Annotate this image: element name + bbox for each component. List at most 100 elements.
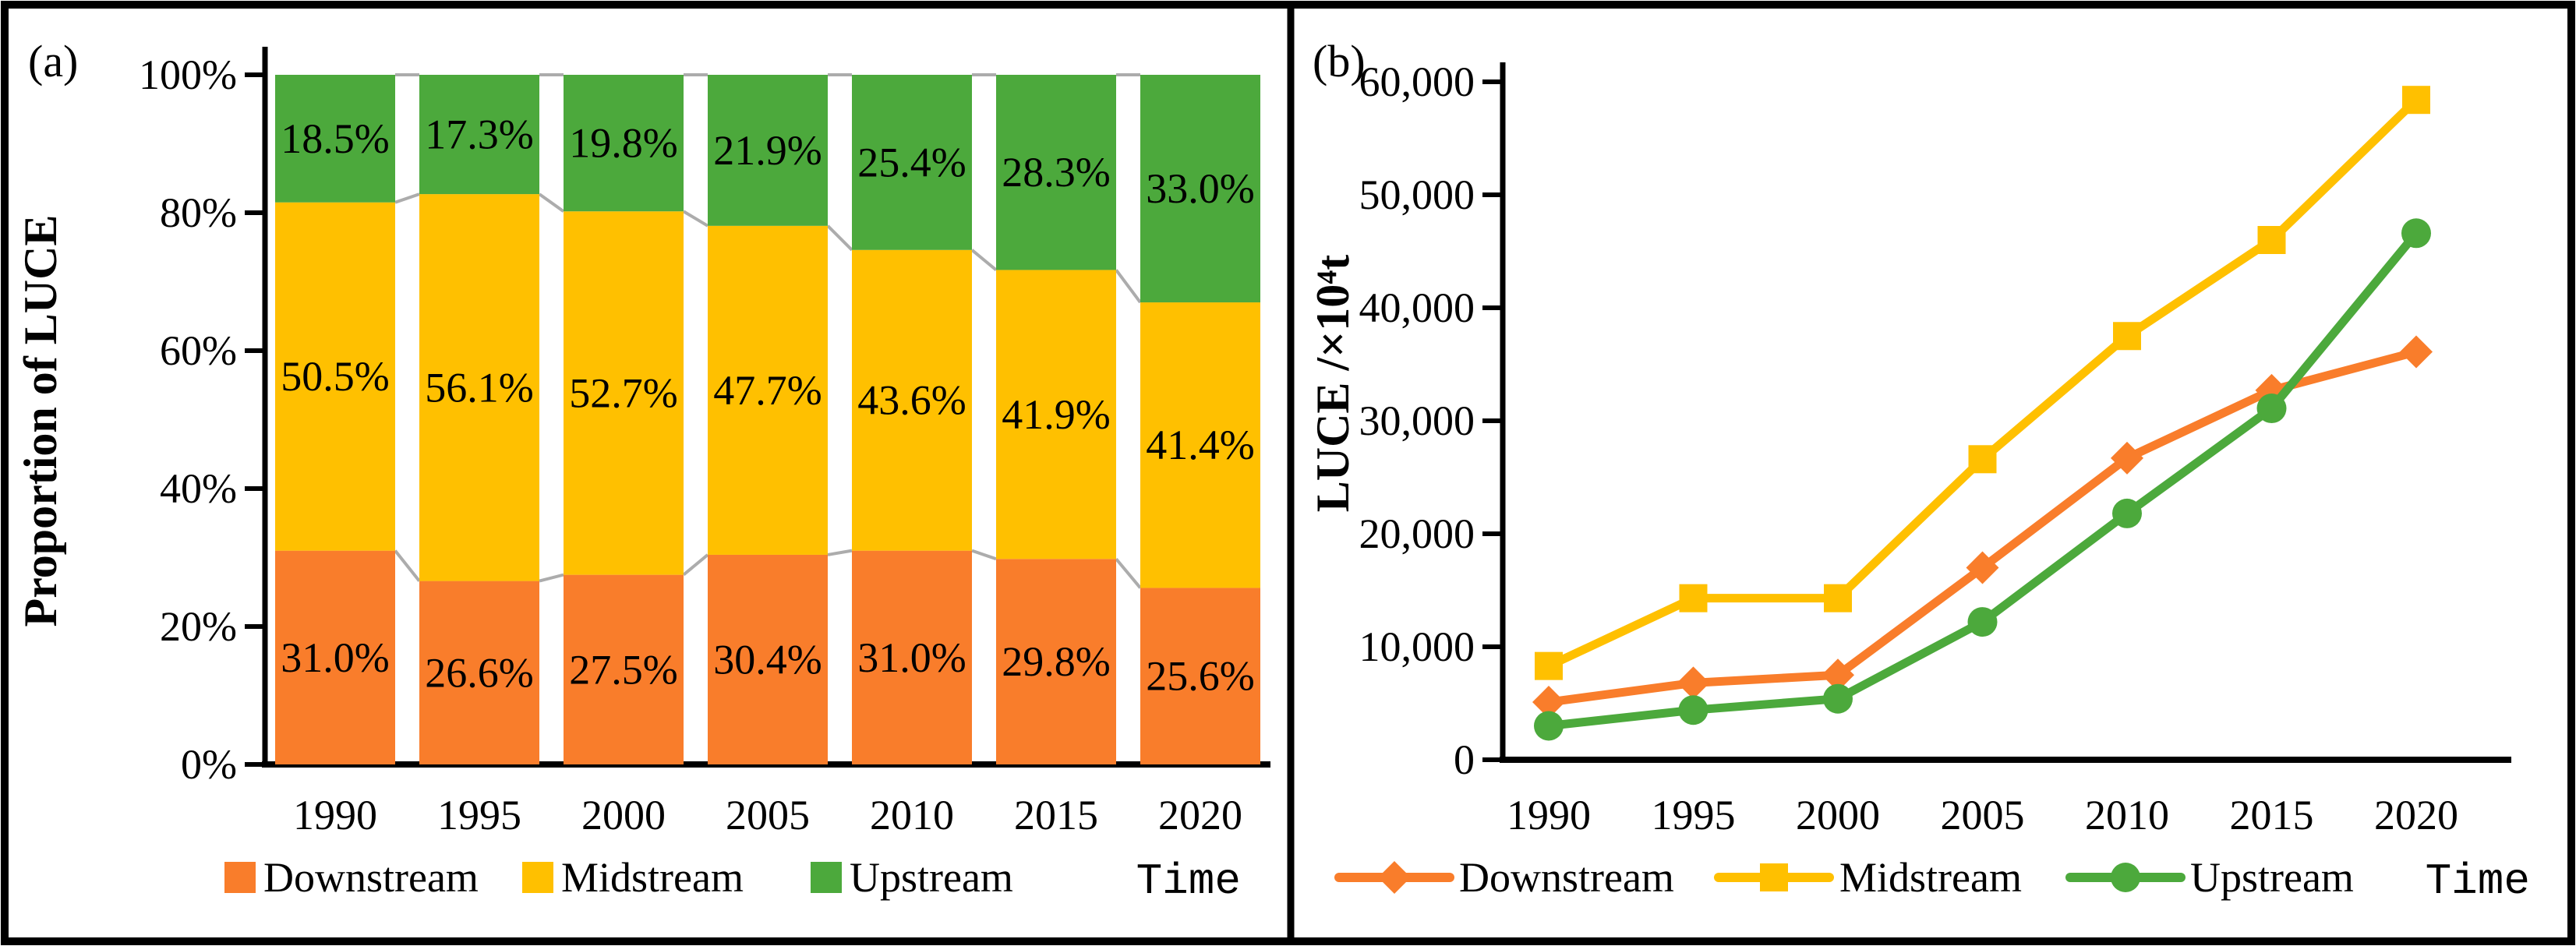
legend-label-midstream: Midstream bbox=[561, 854, 744, 901]
series-connector-line bbox=[539, 573, 564, 583]
x-tick-label: 1990 bbox=[293, 792, 377, 838]
series-connector-line bbox=[971, 549, 997, 561]
legend-swatch-upstream bbox=[811, 862, 842, 893]
y-tick-label: 20% bbox=[160, 603, 237, 650]
x-tick-label: 2010 bbox=[2085, 792, 2169, 838]
x-tick-label: 1995 bbox=[437, 792, 521, 838]
y-tick-label: 20,000 bbox=[1359, 510, 1475, 557]
bar-data-label: 27.5% bbox=[569, 646, 677, 693]
marker-circle-upstream-2010 bbox=[2112, 498, 2142, 528]
bar-segment-upstream-1995 bbox=[419, 75, 539, 195]
bar-segment-downstream-2015 bbox=[996, 559, 1116, 764]
y-tick-label: 50,000 bbox=[1359, 171, 1475, 218]
bar-segment-midstream-2000 bbox=[564, 211, 684, 575]
legend-label-upstream: Upstream bbox=[2190, 854, 2354, 901]
bar-segment-upstream-2015 bbox=[996, 75, 1116, 270]
x-tick-label: 2000 bbox=[1796, 792, 1880, 838]
legend-label-midstream: Midstream bbox=[1839, 854, 2022, 901]
bar-segment-midstream-2005 bbox=[708, 225, 828, 555]
bar-data-label: 18.5% bbox=[281, 115, 389, 162]
bar-segment-downstream-1995 bbox=[419, 581, 539, 764]
series-connector-line bbox=[970, 249, 998, 271]
y-tick-label: 30,000 bbox=[1359, 397, 1475, 444]
marker-diamond-downstream-2005 bbox=[1966, 551, 1999, 584]
marker-circle-upstream-1995 bbox=[1678, 695, 1708, 725]
bar-segment-midstream-1995 bbox=[419, 194, 539, 581]
bar-segment-downstream-2010 bbox=[852, 550, 972, 764]
series-connector-line bbox=[1115, 557, 1142, 589]
x-tick-label: 2020 bbox=[1158, 792, 1242, 838]
panel-a-label: (a) bbox=[28, 36, 78, 86]
series-connector-line bbox=[394, 549, 421, 582]
y-tick-label: 60% bbox=[160, 327, 237, 374]
marker-diamond-downstream-2010 bbox=[2111, 441, 2143, 475]
series-connector-line bbox=[394, 192, 420, 204]
panel-a-y-axis-title: Proportion of LUCE bbox=[15, 215, 66, 627]
series-connector-line bbox=[682, 553, 709, 577]
panel-a-x-axis-title: Time bbox=[1136, 856, 1241, 906]
bar-data-label: 19.8% bbox=[569, 120, 677, 167]
y-tick-label: 10,000 bbox=[1359, 623, 1475, 670]
x-tick-label: 2010 bbox=[870, 792, 954, 838]
y-tick-label: 0 bbox=[1454, 736, 1475, 783]
marker-diamond-downstream-1990 bbox=[1532, 686, 1565, 719]
marker-square-midstream-2010 bbox=[2113, 322, 2141, 351]
x-tick-label: 2020 bbox=[2374, 792, 2458, 838]
series-connector-line bbox=[682, 210, 709, 228]
series-connector-line bbox=[538, 192, 565, 213]
bar-data-label: 29.8% bbox=[1002, 638, 1110, 685]
bar-segment-upstream-2020 bbox=[1140, 75, 1260, 303]
bar-segment-midstream-2015 bbox=[996, 270, 1116, 559]
bar-segment-midstream-2010 bbox=[852, 249, 972, 551]
bar-data-label: 30.4% bbox=[713, 636, 822, 683]
bar-segment-downstream-2005 bbox=[708, 554, 828, 764]
bar-data-label: 21.9% bbox=[713, 127, 822, 174]
panel-b-label: (b) bbox=[1313, 36, 1366, 86]
x-tick-label: 2005 bbox=[1941, 792, 2025, 838]
bar-data-label: 31.0% bbox=[281, 634, 389, 681]
panel-b-y-axis-title: LUCE /×10⁴t bbox=[1307, 255, 1359, 513]
marker-square-midstream-2005 bbox=[1968, 445, 1997, 474]
x-tick-label: 1995 bbox=[1652, 792, 1736, 838]
x-tick-label: 2000 bbox=[581, 792, 666, 838]
panel-b-chart: 0 10,000 20,000 30,000 40,000 50,000 60,000 199… bbox=[1334, 58, 2511, 901]
line-series-upstream bbox=[1544, 228, 2421, 730]
marker-square-midstream-1995 bbox=[1679, 584, 1708, 612]
bar-data-label: 41.9% bbox=[1002, 391, 1110, 438]
legend-label-downstream: Downstream bbox=[1459, 854, 1674, 901]
bar-segment-downstream-2000 bbox=[564, 574, 684, 764]
bar-data-label: 52.7% bbox=[569, 369, 677, 416]
legend-marker-midstream bbox=[1760, 863, 1788, 891]
series-connector-line bbox=[826, 224, 853, 252]
marker-square-midstream-1990 bbox=[1535, 651, 1563, 680]
y-tick-label: 40,000 bbox=[1359, 284, 1475, 331]
bar-data-label: 31.0% bbox=[857, 634, 966, 681]
bar-segment-upstream-1990 bbox=[275, 75, 395, 203]
marker-diamond-downstream-2020 bbox=[2400, 335, 2433, 369]
x-tick-label: 2015 bbox=[1014, 792, 1098, 838]
bar-data-label: 26.6% bbox=[425, 649, 533, 696]
bar-segment-midstream-2020 bbox=[1140, 302, 1260, 588]
bar-segment-downstream-2020 bbox=[1140, 588, 1260, 764]
bar-segment-downstream-1990 bbox=[275, 550, 395, 764]
bar-data-label: 41.4% bbox=[1146, 422, 1254, 468]
y-tick-label: 100% bbox=[139, 51, 237, 98]
bar-data-label: 33.0% bbox=[1146, 165, 1254, 212]
series-connector-line bbox=[827, 549, 853, 556]
x-tick-label: 2005 bbox=[726, 792, 810, 838]
bar-data-label: 28.3% bbox=[1002, 149, 1110, 196]
legend-swatch-downstream bbox=[224, 862, 256, 893]
marker-diamond-downstream-1995 bbox=[1677, 666, 1710, 700]
marker-circle-upstream-2015 bbox=[2256, 394, 2287, 424]
legend-label-downstream: Downstream bbox=[263, 854, 479, 901]
bar-data-label: 50.5% bbox=[281, 353, 389, 400]
bar-data-label: 43.6% bbox=[857, 377, 966, 424]
marker-circle-upstream-2020 bbox=[2401, 218, 2431, 249]
x-tick-label: 1990 bbox=[1507, 792, 1591, 838]
bar-data-label: 47.7% bbox=[713, 367, 822, 414]
marker-diamond-downstream-2000 bbox=[1822, 658, 1854, 692]
marker-circle-upstream-2005 bbox=[1967, 607, 1998, 637]
legend-marker-downstream bbox=[1378, 861, 1411, 894]
marker-square-midstream-2020 bbox=[2402, 86, 2430, 115]
